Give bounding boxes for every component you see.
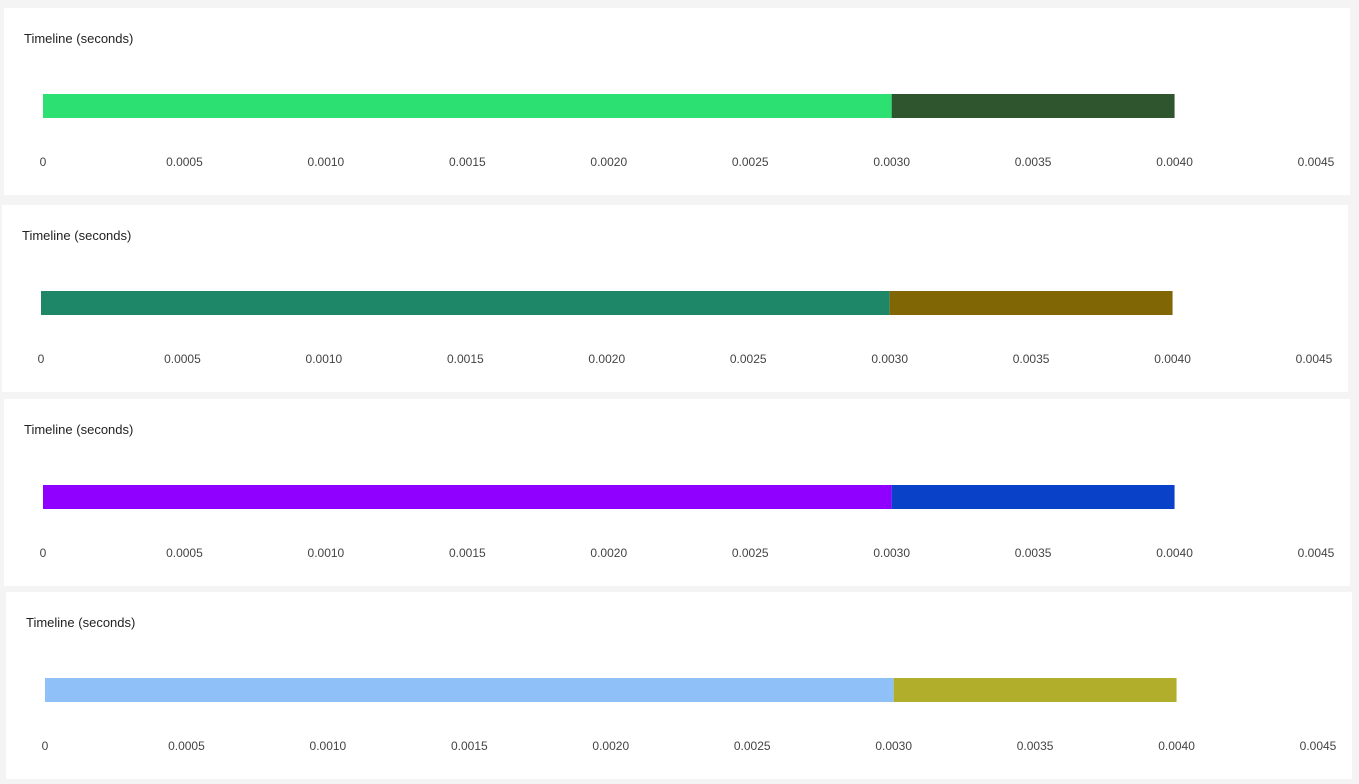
x-tick-label: 0.0015 bbox=[449, 546, 486, 560]
x-tick-label: 0.0015 bbox=[449, 155, 486, 169]
chart-title: Timeline (seconds) bbox=[26, 615, 136, 630]
timeline-segment-2 bbox=[891, 485, 1175, 509]
x-tick-label: 0.0020 bbox=[590, 546, 627, 560]
x-tick-label: 0.0010 bbox=[308, 546, 345, 560]
x-tick-label: 0.0015 bbox=[447, 352, 484, 366]
x-tick-label: 0.0030 bbox=[873, 546, 910, 560]
x-tick-label: 0.0040 bbox=[1158, 739, 1195, 753]
x-tick-label: 0.0020 bbox=[590, 155, 627, 169]
timeline-segment-2 bbox=[891, 94, 1175, 118]
x-tick-label: 0.0035 bbox=[1015, 155, 1052, 169]
timeline-segment-1 bbox=[43, 94, 892, 118]
x-tick-label: 0.0005 bbox=[168, 739, 205, 753]
x-tick-label: 0.0025 bbox=[732, 155, 769, 169]
timeline-chart-4: 0 0.0005 0.0010 0.0015 0.0020 0.0025 0.0030 0.0… bbox=[42, 678, 1337, 753]
x-tick-label: 0.0005 bbox=[166, 546, 203, 560]
timeline-panel-2: Timeline (seconds) 0 0.0005 0.0010 0.0015 0.… bbox=[2, 205, 1348, 392]
timeline-panel-3: Timeline (seconds) 0 0.0005 0.0010 0.0015 0.… bbox=[4, 399, 1350, 586]
x-tick-label: 0 bbox=[40, 546, 47, 560]
x-tick-label: 0.0045 bbox=[1296, 352, 1333, 366]
x-tick-label: 0.0025 bbox=[732, 546, 769, 560]
x-tick-label: 0.0030 bbox=[875, 739, 912, 753]
x-tick-label: 0.0040 bbox=[1156, 546, 1193, 560]
x-tick-label: 0.0010 bbox=[306, 352, 343, 366]
x-tick-label: 0.0045 bbox=[1300, 739, 1337, 753]
timeline-segment-2 bbox=[889, 291, 1173, 315]
timeline-chart-2: 0 0.0005 0.0010 0.0015 0.0020 0.0025 0.0030 0.0… bbox=[38, 291, 1333, 366]
x-tick-label: 0.0035 bbox=[1013, 352, 1050, 366]
x-tick-label: 0.0020 bbox=[588, 352, 625, 366]
chart-title: Timeline (seconds) bbox=[24, 31, 134, 46]
x-tick-label: 0.0025 bbox=[730, 352, 767, 366]
x-tick-label: 0.0030 bbox=[871, 352, 908, 366]
timeline-panel-1: Timeline (seconds) 0 0.0005 0.0010 0.0015 0.… bbox=[4, 8, 1350, 195]
timeline-segment-1 bbox=[45, 678, 894, 702]
x-tick-label: 0.0035 bbox=[1015, 546, 1052, 560]
x-tick-label: 0 bbox=[42, 739, 49, 753]
x-tick-label: 0 bbox=[38, 352, 45, 366]
x-tick-label: 0.0025 bbox=[734, 739, 771, 753]
x-tick-label: 0.0010 bbox=[310, 739, 347, 753]
x-tick-label: 0.0010 bbox=[308, 155, 345, 169]
timeline-chart-1: 0 0.0005 0.0010 0.0015 0.0020 0.0025 0.0030 0.0… bbox=[40, 94, 1335, 169]
timeline-segment-2 bbox=[893, 678, 1177, 702]
x-tick-label: 0.0040 bbox=[1156, 155, 1193, 169]
x-tick-label: 0.0045 bbox=[1298, 546, 1335, 560]
timeline-segment-1 bbox=[43, 485, 892, 509]
x-tick-label: 0.0005 bbox=[166, 155, 203, 169]
x-tick-label: 0.0015 bbox=[451, 739, 488, 753]
x-tick-label: 0.0035 bbox=[1017, 739, 1054, 753]
x-tick-label: 0.0030 bbox=[873, 155, 910, 169]
x-tick-label: 0.0020 bbox=[592, 739, 629, 753]
x-tick-label: 0.0040 bbox=[1154, 352, 1191, 366]
chart-title: Timeline (seconds) bbox=[22, 228, 132, 243]
chart-title: Timeline (seconds) bbox=[24, 422, 134, 437]
x-tick-label: 0 bbox=[40, 155, 47, 169]
timeline-segment-1 bbox=[41, 291, 890, 315]
timeline-panel-4: Timeline (seconds) 0 0.0005 0.0010 0.0015 0.… bbox=[6, 592, 1352, 779]
x-tick-label: 0.0005 bbox=[164, 352, 201, 366]
timeline-chart-3: 0 0.0005 0.0010 0.0015 0.0020 0.0025 0.0030 0.0… bbox=[40, 485, 1335, 560]
x-tick-label: 0.0045 bbox=[1298, 155, 1335, 169]
